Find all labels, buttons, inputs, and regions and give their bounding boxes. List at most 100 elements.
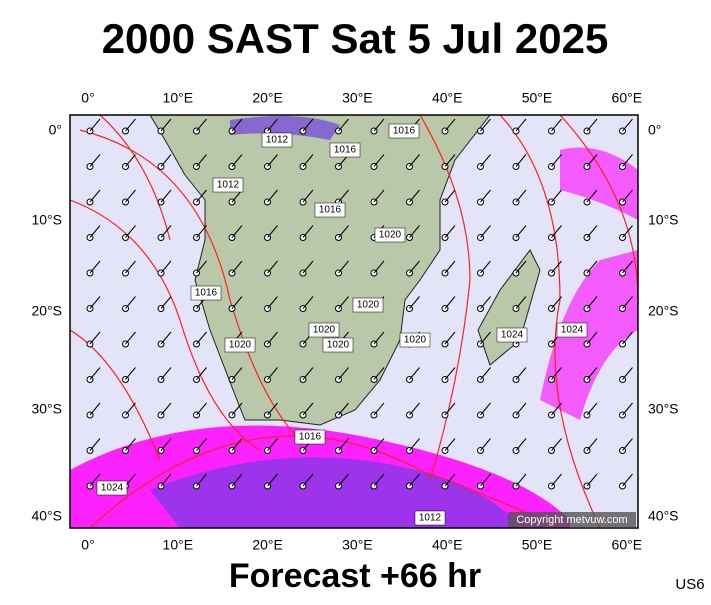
barb — [160, 402, 172, 416]
isobar-label-box — [96, 480, 128, 496]
barb — [551, 225, 562, 238]
isobar-label-box — [294, 429, 326, 445]
barb — [480, 367, 491, 380]
barb — [586, 118, 598, 132]
barb — [551, 296, 562, 309]
barb — [444, 367, 456, 380]
barb — [338, 118, 349, 132]
barb — [231, 438, 243, 451]
barb — [160, 473, 172, 487]
isobar-label: 1012 — [217, 180, 240, 191]
barb — [480, 154, 491, 167]
isobar-label: 1016 — [195, 288, 218, 299]
barb — [551, 402, 562, 416]
barb — [444, 225, 456, 238]
barb — [196, 260, 207, 274]
isobar-label: 1020 — [327, 340, 350, 351]
barb — [373, 473, 385, 487]
barb — [586, 225, 598, 238]
barb — [444, 296, 456, 309]
barb — [586, 473, 598, 487]
barb — [551, 118, 562, 132]
barb — [586, 438, 598, 451]
barb — [515, 438, 527, 451]
barb — [480, 225, 491, 238]
barb — [231, 225, 243, 238]
isobar-label-box — [352, 297, 384, 313]
barb — [267, 402, 278, 416]
isobar-labels: 1012 1016 1012 1016 1016 1020 1020 1020 1020 1020… — [96, 123, 588, 526]
barb — [409, 438, 420, 451]
barb — [89, 154, 101, 167]
barb — [89, 260, 101, 274]
barb — [125, 118, 136, 132]
barb — [196, 118, 207, 132]
barb — [480, 260, 491, 274]
barb — [267, 331, 278, 345]
left-lat-label: 40°S — [31, 508, 62, 524]
isobar-label-box — [414, 510, 446, 526]
barb — [231, 154, 243, 167]
barb — [160, 118, 172, 132]
barb — [480, 473, 491, 487]
barb — [444, 331, 456, 345]
barb — [373, 438, 385, 451]
barb — [586, 367, 598, 380]
barb — [89, 367, 101, 380]
barb — [231, 296, 243, 309]
top-lon-label: 60°E — [612, 90, 643, 106]
right-lat-label: 30°S — [648, 401, 679, 417]
barb — [196, 225, 207, 238]
isobar-label: 1020 — [404, 335, 427, 346]
barb — [444, 438, 456, 451]
barb — [515, 154, 527, 167]
barb — [338, 225, 349, 238]
barb — [302, 118, 314, 132]
barb — [586, 402, 598, 416]
copyright: Copyright metvuw.com — [516, 514, 627, 526]
isobars — [70, 115, 638, 528]
barb — [409, 367, 420, 380]
barb — [125, 367, 136, 380]
isobar-label: 1020 — [379, 230, 402, 241]
barb — [444, 189, 456, 203]
isobar-label-box — [556, 322, 588, 338]
barb — [196, 189, 207, 203]
barb — [267, 438, 278, 451]
left-lat-label: 10°S — [31, 212, 62, 228]
barb — [125, 402, 136, 416]
bottom-lon-label: 40°E — [432, 537, 463, 553]
isobar-label: 1024 — [561, 325, 584, 336]
top-lon-label: 30°E — [342, 90, 373, 106]
barb — [125, 438, 136, 451]
forecast-label: Forecast +66 hr — [229, 557, 481, 595]
barb — [409, 225, 420, 238]
isobar-label-box — [329, 142, 361, 158]
barb — [480, 402, 491, 416]
barb — [480, 118, 491, 132]
barb — [302, 402, 314, 416]
barb — [622, 331, 633, 345]
barb — [586, 189, 598, 203]
barb — [302, 296, 314, 309]
barb — [267, 296, 278, 309]
rain-east — [540, 250, 638, 420]
top-lon-label: 0° — [81, 90, 94, 106]
barb — [551, 260, 562, 274]
barb — [622, 225, 633, 238]
barb — [515, 367, 527, 380]
barb — [267, 473, 278, 487]
barb — [622, 473, 633, 487]
barb — [373, 331, 385, 345]
barb — [160, 438, 172, 451]
isobar-label: 1020 — [229, 340, 252, 351]
left-lat-label: 30°S — [31, 401, 62, 417]
barb — [338, 438, 349, 451]
barb — [231, 367, 243, 380]
barb — [480, 438, 491, 451]
bottom-lon-label: 60°E — [612, 537, 643, 553]
barb — [551, 367, 562, 380]
barb — [480, 331, 491, 345]
barb — [480, 189, 491, 203]
isobar-label-box — [374, 227, 406, 243]
